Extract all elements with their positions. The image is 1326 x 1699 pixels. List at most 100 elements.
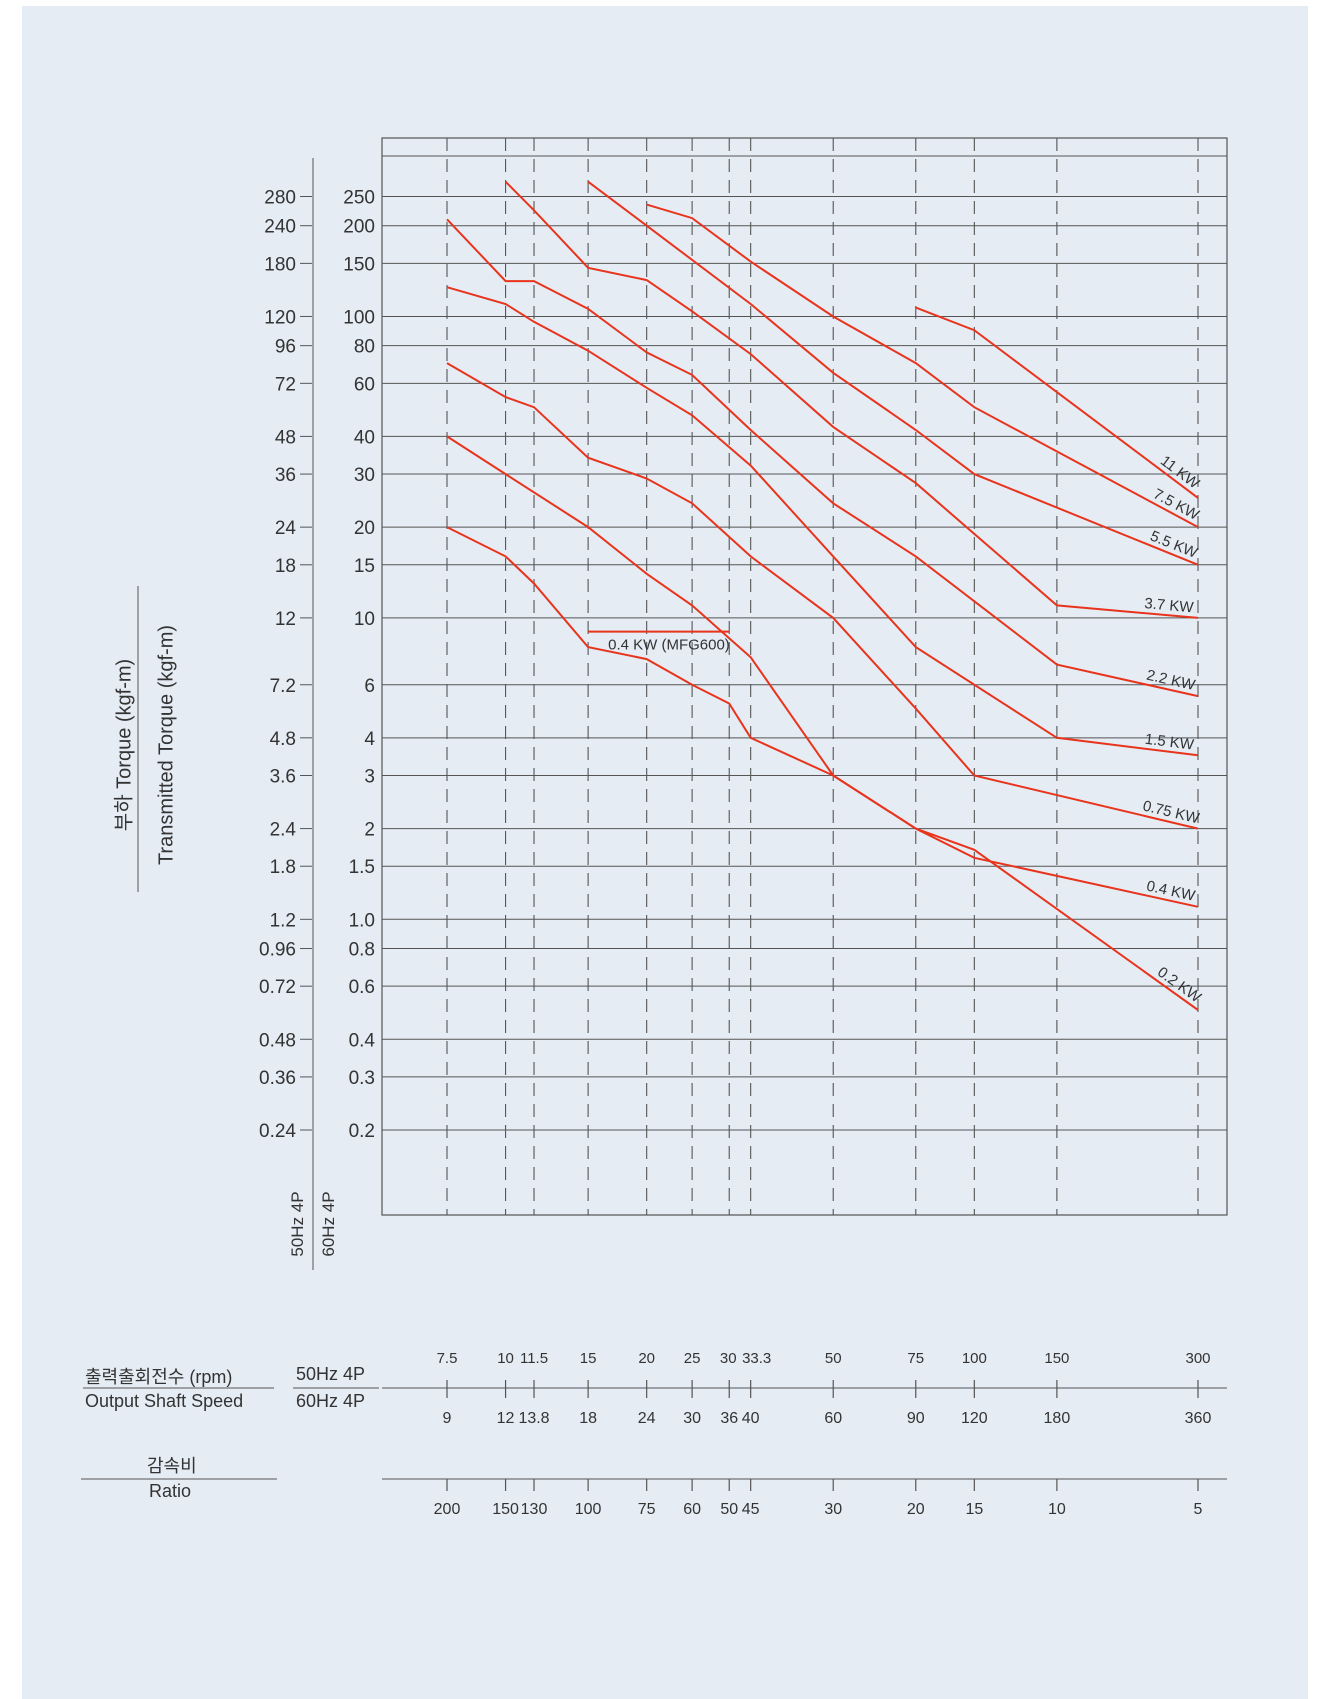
series-line: [446, 526, 1199, 1011]
speed-label-60hz: 120: [961, 1410, 988, 1427]
annotation-label: 0.4 KW (MFG600): [608, 637, 730, 654]
y-tick-label-50hz: 3.6: [270, 766, 296, 787]
speed-label-50hz: 20: [638, 1350, 655, 1367]
ratio-label: 150: [492, 1501, 519, 1518]
ratio-label: 5: [1194, 1501, 1203, 1518]
y-tick-label-50hz: 0.24: [259, 1121, 296, 1142]
y-tick-label-60hz: 250: [343, 188, 375, 209]
speed-label-60hz: 90: [907, 1410, 925, 1427]
speed-label-60hz: 36: [720, 1410, 738, 1427]
speed-label-60hz: 13.8: [518, 1410, 549, 1427]
speed-label-60hz: 9: [443, 1410, 452, 1427]
y-tick-label-50hz: 72: [275, 374, 296, 395]
hz50-axis-label: 50Hz 4P: [288, 1191, 307, 1257]
y-tick-label-50hz: 2.4: [270, 820, 297, 841]
speed-label-60hz: 180: [1044, 1410, 1071, 1427]
series-line: [915, 306, 1199, 499]
speed-title-korean: 출력출회전수 (rpm): [85, 1367, 233, 1387]
ratio-label: 130: [521, 1501, 548, 1518]
speed-label-50hz: 11.5: [520, 1350, 548, 1367]
speed-label-50hz: 150: [1044, 1350, 1069, 1367]
y-tick-label-60hz: 6: [364, 676, 375, 697]
ratio-label: 45: [742, 1501, 760, 1518]
speed-label-60hz: 40: [742, 1410, 760, 1427]
y-tick-label-50hz: 48: [275, 427, 296, 448]
chart-background: [22, 6, 1308, 1699]
y-tick-label-50hz: 180: [264, 254, 296, 275]
speed-label-50hz: 100: [962, 1350, 987, 1367]
speed-label-50hz: 30: [720, 1350, 737, 1367]
speed-title-english: Output Shaft Speed: [85, 1391, 244, 1411]
y-tick-label-60hz: 40: [354, 427, 375, 448]
y-tick-label-60hz: 10: [354, 609, 375, 630]
y-tick-label-50hz: 280: [264, 188, 296, 209]
speed-label-50hz: 25: [684, 1350, 701, 1367]
series-line: [646, 203, 1199, 528]
y-tick-label-60hz: 1.5: [349, 857, 375, 878]
y-tick-label-60hz: 0.3: [349, 1068, 375, 1089]
y-tick-label-60hz: 2: [364, 820, 375, 841]
y-tick-label-60hz: 0.8: [349, 940, 375, 961]
ratio-label: 200: [434, 1501, 461, 1518]
y-tick-label-50hz: 24: [275, 518, 297, 539]
y-tick-label-60hz: 3: [364, 766, 375, 787]
y-tick-label-60hz: 150: [343, 254, 375, 275]
y-tick-label-60hz: 200: [343, 217, 375, 238]
series-line: [446, 286, 1199, 757]
y-tick-label-60hz: 1.0: [349, 910, 375, 931]
y-tick-label-60hz: 15: [354, 556, 375, 577]
speed-label-50hz: 75: [907, 1350, 924, 1367]
ratio-label: 20: [907, 1501, 925, 1518]
y-tick-label-50hz: 7.2: [270, 676, 296, 697]
ratio-title-korean: 감속비: [147, 1456, 197, 1476]
y-axis-title-english: Transmitted Torque (kgf-m): [155, 624, 178, 866]
ratio-title-english: Ratio: [149, 1481, 192, 1501]
y-tick-label-50hz: 4.8: [270, 729, 296, 750]
series-line: [587, 180, 1199, 566]
speed-label-50hz: 7.5: [437, 1350, 458, 1367]
series-label: 1.5 KW: [1144, 731, 1196, 754]
speed-label-50hz: 50Hz 4P: [296, 1364, 366, 1384]
y-tick-label-50hz: 0.72: [259, 977, 296, 998]
y-tick-label-50hz: 96: [275, 337, 296, 358]
speed-label-60hz: 12: [497, 1410, 515, 1427]
ratio-label: 60: [683, 1501, 701, 1518]
y-tick-label-60hz: 30: [354, 465, 375, 486]
ratio-label: 10: [1048, 1501, 1066, 1518]
ratio-label: 30: [824, 1501, 842, 1518]
y-tick-label-60hz: 60: [354, 374, 375, 395]
y-tick-label-50hz: 18: [275, 556, 296, 577]
speed-label-60hz: 360: [1185, 1410, 1212, 1427]
speed-label-60hz: 60Hz 4P: [296, 1391, 366, 1411]
series-line: [446, 362, 1199, 830]
y-tick-label-60hz: 0.2: [349, 1121, 375, 1142]
y-tick-label-50hz: 0.96: [259, 940, 296, 961]
y-tick-label-50hz: 0.36: [259, 1068, 296, 1089]
series-label: 5.5 KW: [1148, 528, 1201, 563]
hz60-axis-label: 60Hz 4P: [319, 1191, 338, 1257]
speed-label-60hz: 30: [683, 1410, 701, 1427]
y-tick-label-50hz: 1.8: [270, 857, 296, 878]
speed-label-50hz: 300: [1185, 1350, 1210, 1367]
y-tick-label-50hz: 1.2: [270, 910, 296, 931]
y-tick-label-50hz: 36: [275, 465, 296, 486]
y-tick-label-60hz: 100: [343, 307, 375, 328]
speed-label-50hz: 10: [497, 1350, 514, 1367]
y-tick-label-60hz: 0.4: [349, 1030, 376, 1051]
series-line: [446, 218, 1199, 698]
y-tick-label-60hz: 0.6: [349, 977, 375, 998]
speed-label-60hz: 24: [638, 1410, 656, 1427]
series-label: 3.7 KW: [1144, 595, 1195, 616]
plot-frame: [381, 137, 1228, 1216]
ratio-label: 15: [965, 1501, 983, 1518]
y-tick-label-60hz: 80: [354, 337, 375, 358]
ratio-label: 75: [638, 1501, 656, 1518]
y-tick-label-50hz: 120: [264, 307, 296, 328]
y-tick-label-60hz: 4: [364, 729, 375, 750]
series-line: [504, 180, 1199, 619]
y-tick-label-50hz: 0.48: [259, 1030, 296, 1051]
speed-label-50hz: 33.3: [742, 1350, 771, 1367]
ratio-label: 50: [720, 1501, 738, 1518]
speed-label-50hz: 15: [580, 1350, 597, 1367]
